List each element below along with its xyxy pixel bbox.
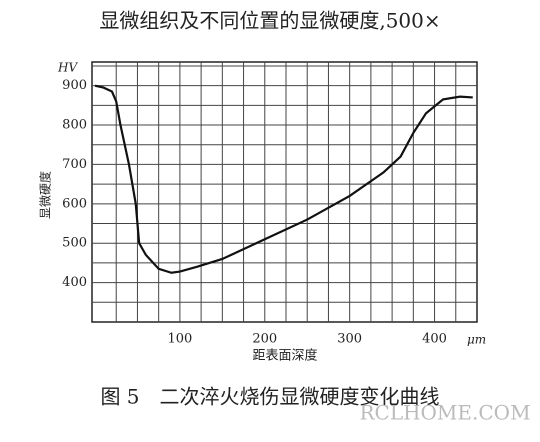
y-axis-label: 显微硬度	[38, 171, 53, 219]
y-tick-label: 500	[62, 236, 87, 251]
x-tick-label: 400	[422, 332, 447, 347]
x-unit: μm	[467, 333, 486, 347]
x-tick-label: 200	[252, 332, 277, 347]
caption: 图 5 二次淬火烧伤显微硬度变化曲线	[100, 385, 439, 409]
y-tick-label: 800	[62, 118, 87, 133]
x-tick-label: 100	[167, 332, 192, 347]
y-tick-label: 700	[62, 157, 87, 172]
y-tick-label: 400	[62, 275, 87, 290]
x-axis-label: 距表面深度	[252, 348, 317, 364]
y-tick-label: 900	[62, 78, 87, 93]
chart-title: 显微组织及不同位置的显微硬度,500×	[99, 9, 440, 33]
y-unit: HV	[57, 61, 78, 75]
hardness-curve	[94, 84, 473, 274]
y-tick-label: 600	[62, 196, 87, 211]
watermark: RCLHOME.COM	[359, 401, 530, 425]
plot-frame	[91, 61, 478, 323]
x-tick-label: 300	[337, 332, 362, 347]
